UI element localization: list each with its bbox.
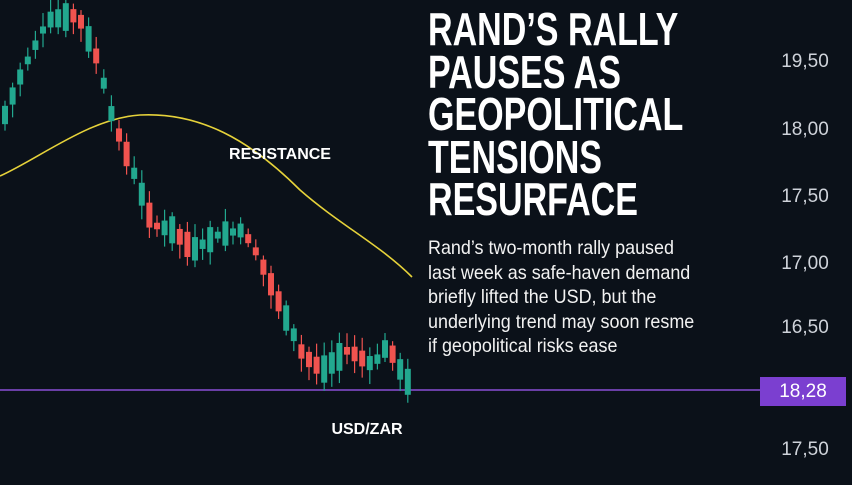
summary-line: last week as safe-haven demand bbox=[428, 261, 691, 284]
candle-body bbox=[192, 237, 198, 261]
summary-line: Rand’s two-month rally paused bbox=[428, 237, 674, 259]
candle-body bbox=[176, 228, 183, 245]
candle-body bbox=[389, 345, 396, 363]
summary: Rand’s two-month rally paused last week … bbox=[428, 236, 694, 359]
candle-body bbox=[184, 231, 191, 257]
candle-body bbox=[359, 350, 366, 367]
candle-body bbox=[230, 228, 236, 236]
candle-body bbox=[344, 346, 350, 355]
candle-body bbox=[321, 355, 328, 383]
headline-line: PAUSES AS bbox=[428, 45, 621, 98]
candle-body bbox=[78, 14, 84, 29]
candle-body bbox=[70, 9, 77, 23]
candle-body bbox=[161, 220, 168, 236]
axis-label: 17,50 bbox=[781, 186, 829, 207]
candle-body bbox=[207, 227, 214, 253]
candle-body bbox=[199, 239, 206, 249]
candle-body bbox=[17, 69, 24, 85]
price-tag-label: 18,28 bbox=[779, 381, 827, 402]
headline-line: GEOPOLITICAL bbox=[428, 88, 684, 140]
candle-body bbox=[62, 3, 69, 31]
candle-body bbox=[93, 48, 100, 64]
candle-body bbox=[404, 368, 411, 395]
axis-label: 18,00 bbox=[781, 119, 829, 140]
candle-body bbox=[382, 340, 388, 358]
axis-label: 17,00 bbox=[781, 253, 829, 274]
candle-body bbox=[351, 346, 358, 362]
candle-body bbox=[306, 351, 312, 368]
candle-body bbox=[268, 273, 274, 296]
candle-body bbox=[32, 40, 39, 50]
candle-body bbox=[237, 223, 244, 238]
candle-body bbox=[131, 167, 138, 179]
headline-line: RAND’S RALLY bbox=[428, 3, 679, 55]
candle-body bbox=[138, 182, 145, 206]
axis-label: 17,50 bbox=[781, 439, 829, 460]
candle-body bbox=[252, 247, 259, 256]
axis-label: 19,50 bbox=[781, 51, 829, 72]
candle-body bbox=[24, 56, 31, 65]
pair-label: USD/ZAR bbox=[331, 421, 403, 438]
candle-body bbox=[245, 234, 252, 244]
candle-body bbox=[374, 354, 381, 364]
candle-body bbox=[116, 128, 122, 142]
candle-body bbox=[260, 259, 267, 275]
candle-body bbox=[55, 9, 62, 28]
candle-body bbox=[100, 77, 107, 89]
candle-body bbox=[40, 26, 46, 34]
candle-body bbox=[313, 356, 320, 374]
candle-body bbox=[222, 221, 229, 246]
candle-body bbox=[2, 105, 8, 125]
candle-body bbox=[169, 216, 176, 244]
summary-line: if geopolitical risks ease bbox=[428, 335, 618, 357]
price-tag bbox=[760, 377, 846, 406]
candle-body bbox=[366, 356, 373, 371]
candle-body bbox=[283, 305, 290, 331]
candle-body bbox=[298, 344, 305, 359]
summary-line: underlying trend may soon resme bbox=[428, 310, 695, 333]
candle-body bbox=[85, 26, 92, 52]
headline-line: RESURFACE bbox=[428, 173, 638, 225]
candle-body bbox=[275, 291, 282, 312]
candle-body bbox=[108, 106, 115, 122]
candle-body bbox=[290, 328, 297, 342]
candle-body bbox=[336, 342, 343, 371]
candle-body bbox=[154, 222, 160, 230]
candle-body bbox=[146, 202, 153, 228]
candle-body bbox=[9, 87, 16, 105]
candle-body bbox=[328, 352, 335, 374]
candle-body bbox=[214, 231, 221, 239]
resistance-curve bbox=[0, 114, 413, 278]
candle-body bbox=[47, 11, 54, 28]
candle-body bbox=[397, 359, 404, 380]
headline-line: TENSIONS bbox=[428, 130, 603, 183]
summary-line: briefly lifted the USD, but the bbox=[428, 286, 657, 308]
axis-label: 16,50 bbox=[781, 317, 829, 338]
resistance-label: RESISTANCE bbox=[229, 146, 331, 163]
headline: RAND’S RALLY PAUSES AS GEOPOLITICAL TENS… bbox=[428, 3, 684, 225]
candle-body bbox=[123, 141, 130, 167]
